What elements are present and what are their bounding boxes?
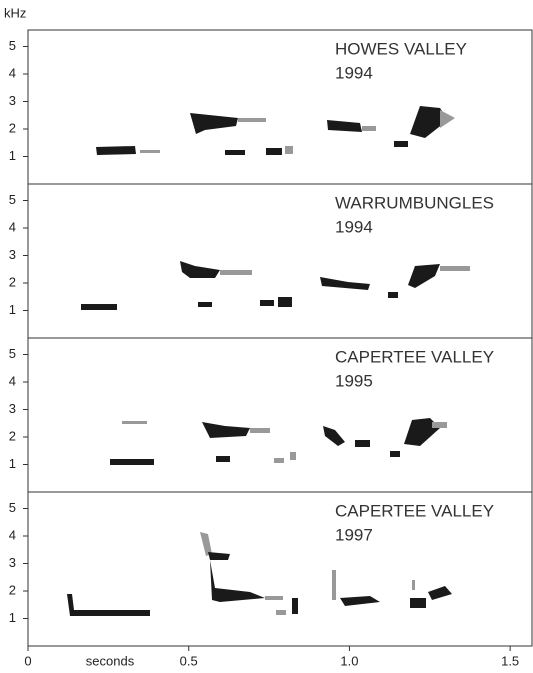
y-tick-label: 4 [9,65,16,80]
panel-title: WARRUMBUNGLES [335,193,494,212]
y-tick-label: 1 [9,610,16,625]
spectrogram-shapes [67,106,470,616]
x-axis-label: seconds [86,653,135,668]
y-tick-label: 5 [9,192,16,207]
y-tick-label: 2 [9,274,16,289]
y-tick-label: 5 [9,38,16,53]
y-tick-label: 1 [9,456,16,471]
panel-frame [27,491,533,647]
y-tick-label: 4 [9,373,16,388]
x-tick-label: 0 [24,653,31,668]
panel-subtitle: 1994 [335,217,373,236]
y-tick-label: 5 [9,500,16,515]
y-tick-label: 2 [9,120,16,135]
y-tick-label: 3 [9,93,16,108]
panel-subtitle: 1995 [335,371,373,390]
y-tick-label: 1 [9,148,16,163]
x-tick-label: 1.5 [501,653,519,668]
panel-title: HOWES VALLEY [335,39,467,58]
y-axis-label: kHz [4,5,26,20]
y-tick-label: 3 [9,247,16,262]
y-tick-label: 5 [9,346,16,361]
panel-title: CAPERTEE VALLEY [335,501,494,520]
y-tick-label: 2 [9,582,16,597]
panel-title: CAPERTEE VALLEY [335,347,494,366]
y-tick-label: 4 [9,219,16,234]
y-tick-label: 3 [9,401,16,416]
x-tick-label: 1.0 [340,653,358,668]
axes: 1 2 3 4 5 HOWES VALLEY 1994 kHz 1 2 3 4 5 WARRUMBUNGL… [4,5,533,668]
panel-subtitle: 1997 [335,525,373,544]
panel-subtitle: 1994 [335,63,373,82]
y-tick-label: 3 [9,555,16,570]
y-tick-label: 2 [9,428,16,443]
x-tick-label: 0.5 [180,653,198,668]
y-tick-label: 1 [9,302,16,317]
y-tick-label: 4 [9,527,16,542]
